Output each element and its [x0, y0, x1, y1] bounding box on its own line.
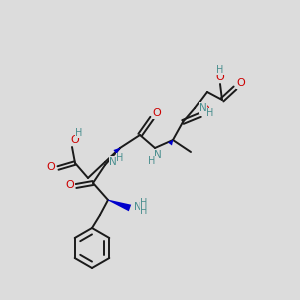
Text: H: H: [148, 156, 156, 166]
Text: H: H: [140, 206, 148, 216]
Polygon shape: [168, 140, 173, 146]
Text: O: O: [46, 162, 56, 172]
Text: N: N: [199, 103, 207, 113]
Polygon shape: [113, 148, 120, 154]
Text: O: O: [216, 72, 224, 82]
Text: H: H: [206, 108, 214, 118]
Text: O: O: [237, 78, 245, 88]
Polygon shape: [108, 200, 131, 211]
Text: N: N: [134, 202, 142, 212]
Text: N: N: [109, 157, 117, 167]
Text: O: O: [66, 180, 74, 190]
Text: O: O: [201, 105, 209, 115]
Text: O: O: [153, 108, 161, 118]
Text: H: H: [216, 65, 224, 75]
Text: O: O: [70, 135, 80, 145]
Text: H: H: [75, 128, 83, 138]
Text: N: N: [154, 150, 162, 160]
Text: H: H: [116, 153, 124, 163]
Text: H: H: [140, 198, 148, 208]
